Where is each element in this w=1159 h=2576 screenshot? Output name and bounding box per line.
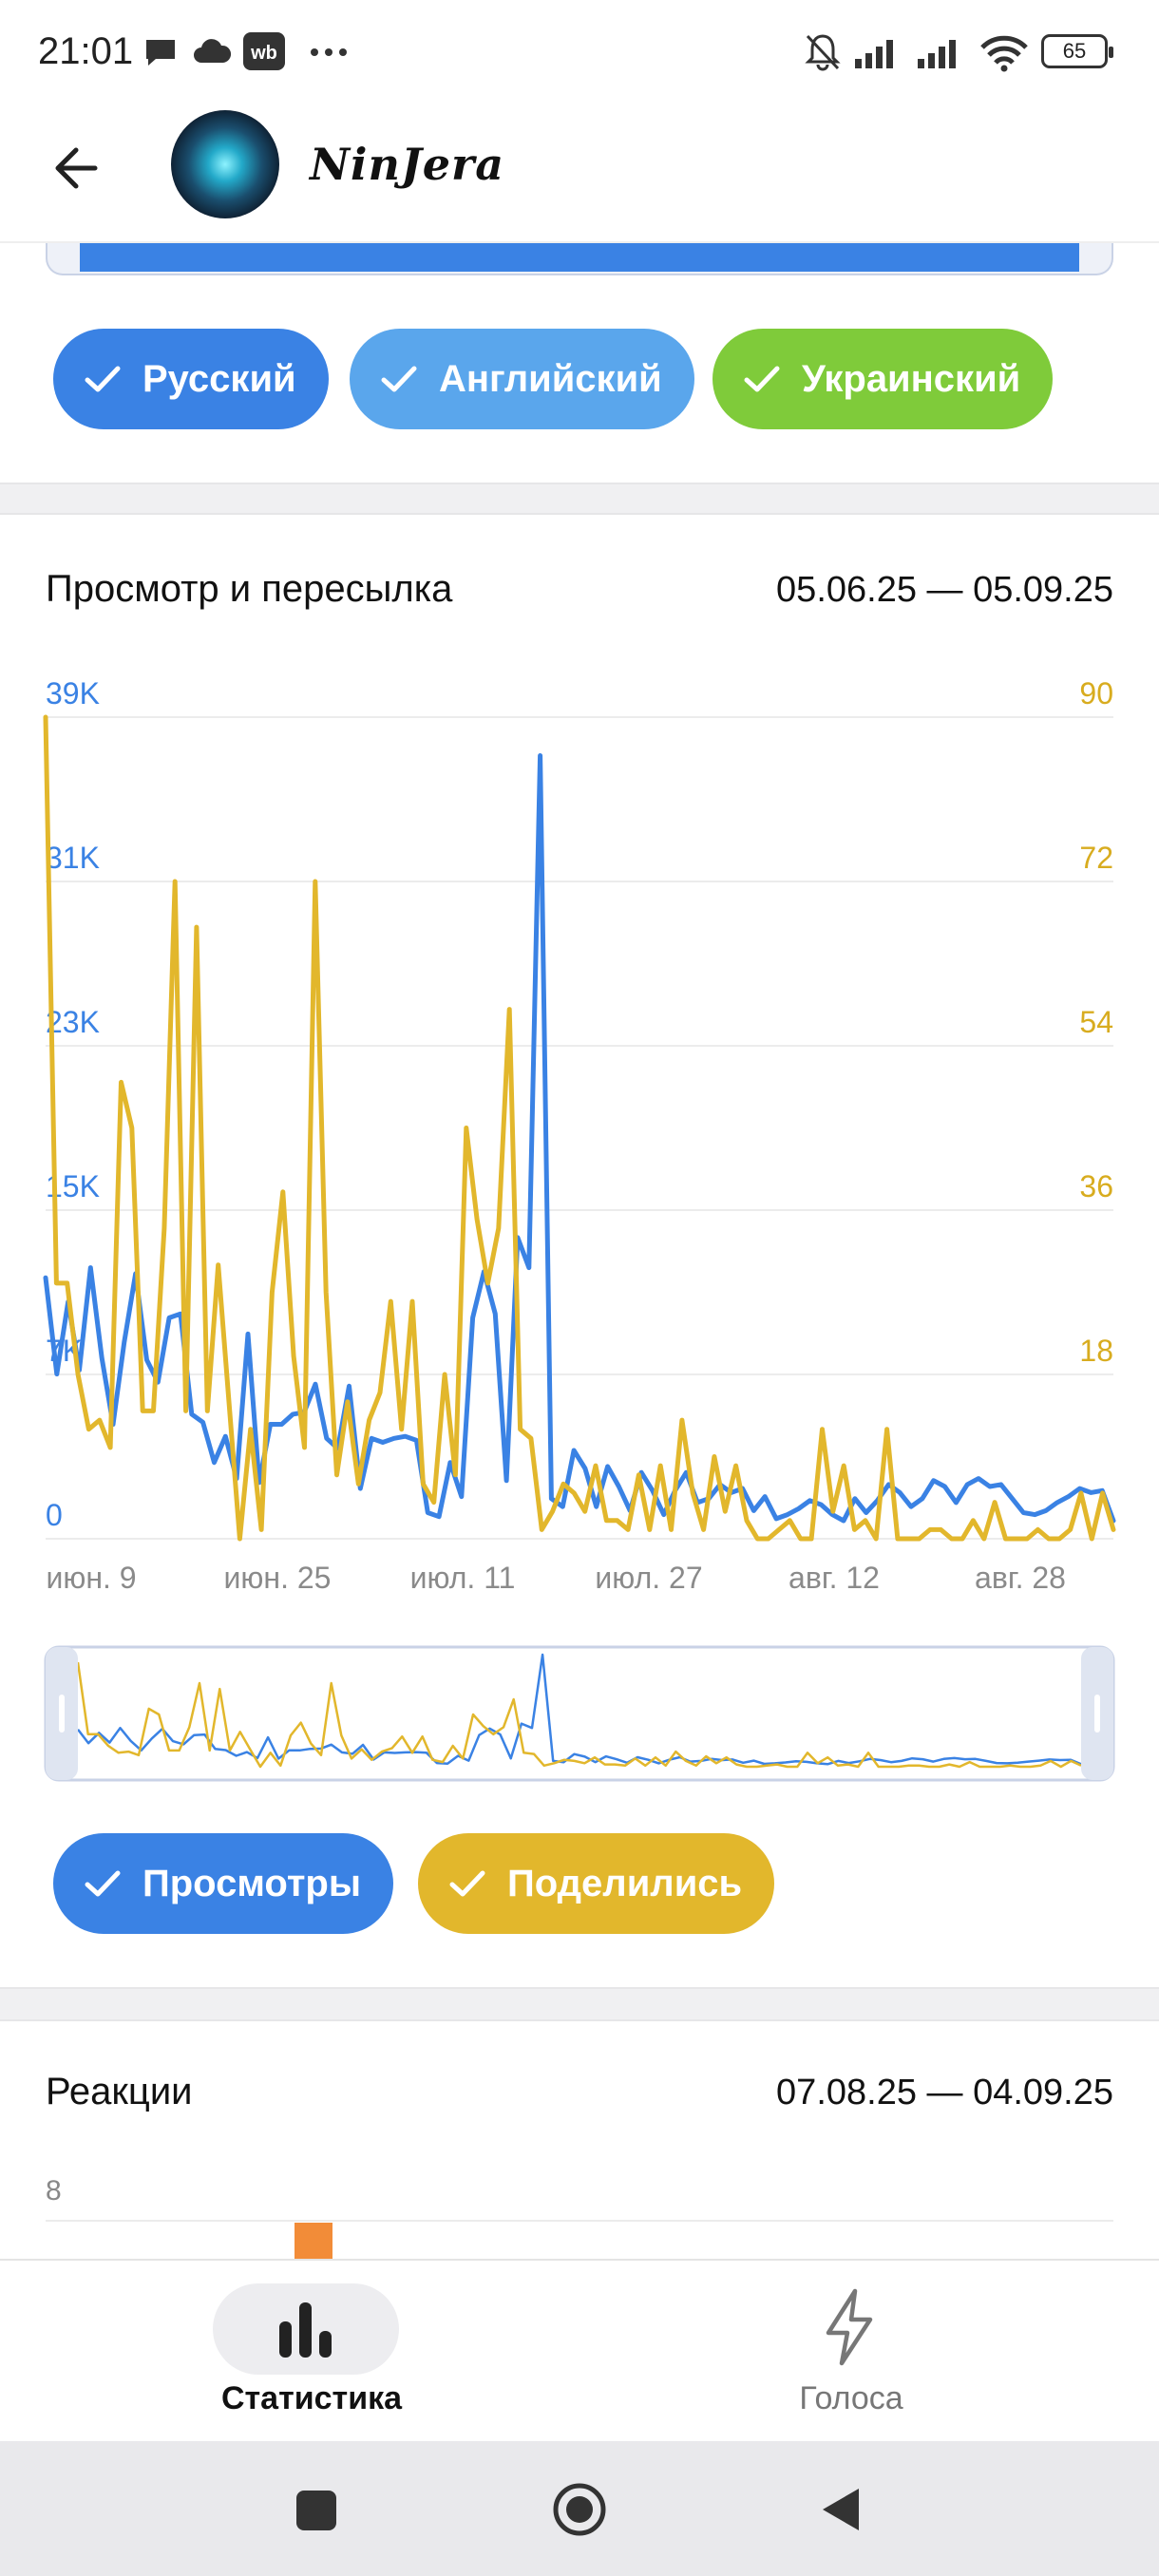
filter-english-toggle[interactable]: Английский [350, 329, 694, 429]
check-icon [85, 366, 121, 392]
right-tick-label: 90 [1079, 676, 1113, 710]
status-time: 21:01 [38, 30, 134, 72]
recent-apps-icon[interactable] [294, 2489, 338, 2532]
lightning-icon [826, 2288, 873, 2366]
left-tick-label: 23K [46, 1005, 100, 1039]
card-title: Просмотр и пересылка [46, 568, 453, 610]
more-dots-icon [311, 48, 347, 56]
date-range[interactable]: 07.08.25 — 04.09.25 [776, 2073, 1113, 2112]
right-tick-label: 36 [1079, 1169, 1113, 1203]
svg-text:wb: wb [250, 43, 277, 64]
check-icon [85, 1870, 121, 1897]
channel-name: NinJera [310, 139, 505, 190]
filter-russian-toggle[interactable]: Русский [53, 329, 329, 429]
bar-chart-icon [279, 2302, 332, 2358]
x-tick-label: июн. 25 [224, 1561, 332, 1595]
minimap-series-line [76, 1661, 1082, 1769]
right-tick-label: 18 [1079, 1334, 1113, 1368]
x-tick-label: июн. 9 [46, 1561, 136, 1595]
left-tick-label: 39K [46, 676, 100, 710]
avatar[interactable] [171, 110, 279, 218]
handle-grip [1094, 1695, 1100, 1733]
bottom-nav: Статистика Голоса [0, 2259, 1159, 2441]
nav-item-votes[interactable]: Голоса [661, 2261, 1041, 2443]
x-tick-label: июл. 27 [595, 1561, 702, 1595]
x-tick-label: авг. 12 [788, 1561, 880, 1595]
x-tick-label: авг. 28 [975, 1561, 1066, 1595]
x-tick-label: июл. 11 [410, 1561, 516, 1595]
series-line [43, 753, 1116, 1524]
toggle-label: Поделились [507, 1862, 743, 1904]
toggle-views[interactable]: Просмотры [53, 1833, 394, 1934]
filter-label: Русский [142, 357, 296, 400]
toggle-label: Просмотры [142, 1862, 362, 1904]
reaction-bar[interactable] [294, 2223, 332, 2259]
views-shares-card: Просмотр и пересылка 05.06.25 — 05.09.25… [0, 515, 1159, 1987]
right-tick-label: 72 [1079, 841, 1113, 875]
section-divider [0, 483, 1159, 515]
arrow-left-icon[interactable] [48, 135, 114, 201]
date-range[interactable]: 05.06.25 — 05.09.25 [776, 570, 1113, 610]
app-header: NinJera [0, 103, 1159, 243]
check-icon [449, 1870, 485, 1897]
wb-app-icon: wb [243, 32, 285, 70]
minimap-lines [76, 1653, 1082, 1769]
handle-grip [59, 1695, 65, 1733]
chart-lines [43, 714, 1116, 1542]
filter-label: Украинский [802, 357, 1021, 400]
filter-label: Английский [439, 357, 662, 400]
nav-item-statistics[interactable]: Статистика [122, 2261, 502, 2443]
wifi-icon [980, 35, 1028, 72]
status-bar: 21:01 wb 65 [0, 0, 1159, 103]
back-triangle-icon[interactable] [817, 2485, 864, 2534]
section-divider [0, 1987, 1159, 2021]
chat-bubble-icon [146, 40, 175, 66]
toggle-shares[interactable]: Поделились [418, 1833, 775, 1934]
check-icon [381, 366, 417, 392]
language-card: Русский Английский Украинский [0, 243, 1159, 483]
check-icon [744, 366, 780, 392]
system-nav-bar [0, 2441, 1159, 2576]
signal-icon [918, 40, 956, 68]
nav-label: Голоса [799, 2380, 903, 2416]
right-axis: 90 72 54 36 18 [1079, 676, 1113, 1368]
nav-label: Статистика [220, 2380, 403, 2416]
home-icon[interactable] [551, 2481, 608, 2538]
series-line [43, 714, 1116, 1542]
minimap-series-line [77, 1653, 1082, 1766]
cloud-icon [194, 39, 232, 63]
bell-muted-icon [805, 34, 841, 71]
battery-indicator: 65 [1041, 34, 1113, 68]
reactions-card: Реакции 07.08.25 — 04.09.25 8 [0, 2021, 1159, 2259]
chart-gridlines [46, 716, 1113, 1540]
card-title: Реакции [46, 2071, 193, 2112]
reactions-chart[interactable]: 8 [0, 2021, 1159, 2259]
filter-ukrainian-toggle[interactable]: Украинский [712, 329, 1054, 429]
y-tick-label: 8 [46, 2175, 62, 2207]
signal-icon [855, 40, 893, 68]
x-axis: июн. 9 июн. 25 июл. 11 июл. 27 авг. 12 авг. 2… [46, 1561, 1066, 1595]
minimap-strip [46, 243, 1113, 275]
left-tick-label: 31K [46, 841, 100, 875]
right-tick-label: 54 [1079, 1005, 1113, 1039]
left-tick-label: 0 [46, 1498, 63, 1532]
minimap-frame[interactable] [44, 1645, 1115, 1782]
